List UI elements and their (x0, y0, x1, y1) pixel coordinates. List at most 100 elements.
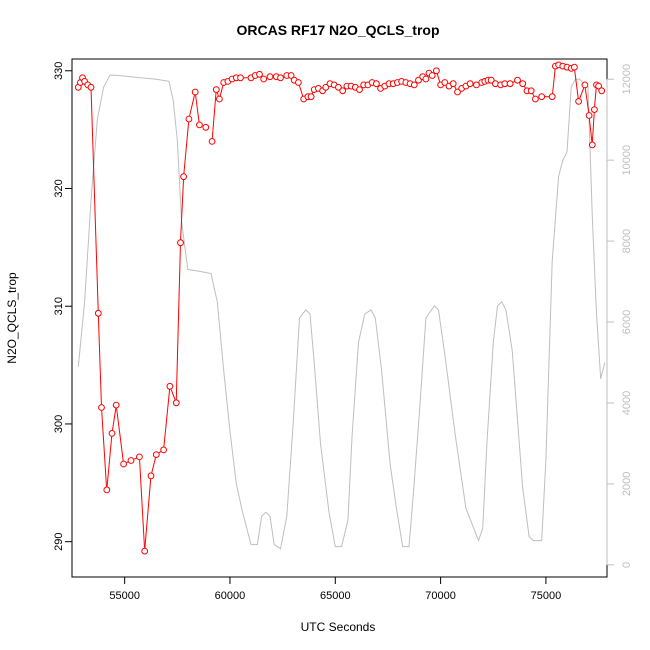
primary-series-segment (591, 112, 595, 142)
primary-series-segment (574, 70, 579, 99)
data-point (466, 80, 474, 88)
data-point (422, 75, 430, 83)
data-point (216, 95, 223, 103)
data-point (295, 79, 302, 86)
y-tick-label: 300 (53, 415, 65, 433)
primary-series-segment (106, 436, 113, 487)
data-point (185, 115, 193, 123)
primary-series-segment (552, 69, 556, 94)
secondary-series (77, 74, 606, 550)
primary-series-segment (594, 88, 597, 107)
primary-series-segment (133, 457, 137, 460)
data-point (287, 72, 295, 79)
plot-frame (71, 58, 608, 578)
primary-series-segment (454, 86, 457, 90)
data-point (519, 80, 527, 88)
y2-tick-label: 10000 (621, 145, 633, 176)
data-point (160, 446, 168, 454)
data-point (202, 123, 210, 131)
data-point (356, 86, 363, 93)
primary-series-segment (219, 85, 224, 97)
data-point (172, 399, 180, 407)
data-point (454, 88, 461, 96)
data-point (94, 309, 102, 317)
y2-tick-label: 8000 (621, 229, 633, 253)
y2-tick-label: 0 (621, 562, 633, 568)
data-point (527, 87, 535, 95)
primary-series-segment (180, 179, 184, 240)
data-point (322, 83, 330, 91)
data-point (120, 460, 127, 468)
y-axis-left: 290 300 310 320 330 (53, 62, 73, 551)
data-point (598, 87, 606, 95)
y2-tick-label: 4000 (621, 391, 633, 415)
data-point (208, 138, 216, 145)
data-point (103, 486, 111, 494)
x-tick-label: 60000 (215, 590, 246, 602)
data-point (196, 121, 203, 129)
data-point (266, 73, 274, 81)
primary-series-segment (151, 457, 156, 473)
data-point (136, 453, 143, 461)
data-point (487, 76, 495, 84)
primary-series-segment (116, 408, 124, 461)
data-point (180, 173, 188, 181)
y-tick-label: 290 (53, 533, 65, 551)
data-point (595, 82, 602, 90)
data-point (335, 83, 342, 91)
data-point (514, 76, 521, 84)
primary-series-segment (163, 389, 171, 447)
primary-series-segment (584, 88, 590, 113)
primary-series (74, 61, 606, 555)
data-point (152, 451, 160, 459)
data-point (212, 86, 220, 93)
primary-series-segment (101, 410, 107, 487)
primary-series-segment (532, 93, 535, 97)
primary-series-segment (112, 408, 117, 431)
data-point (147, 472, 155, 480)
data-point (588, 141, 596, 149)
primary-series-segment (175, 245, 181, 400)
data-point (433, 67, 440, 75)
data-point (538, 93, 546, 101)
primary-series-segment (211, 92, 217, 139)
data-point (581, 81, 589, 89)
primary-series-segment (170, 389, 176, 400)
data-point (98, 404, 105, 411)
x-axis-label: UTC Seconds (301, 620, 376, 634)
x-tick-label: 65000 (320, 590, 351, 602)
data-point (108, 430, 116, 437)
primary-series-segment (436, 73, 441, 82)
data-point (415, 76, 422, 84)
data-point (277, 74, 284, 82)
chart-title: ORCAS RF17 N2O_QCLS_trop (236, 22, 439, 38)
data-point (256, 70, 263, 78)
data-point (585, 112, 593, 119)
data-point (428, 72, 436, 79)
y-tick-label: 320 (53, 179, 65, 197)
secondary-series-line (77, 74, 606, 550)
data-point (166, 382, 174, 390)
primary-series-segment (523, 86, 526, 89)
data-point (441, 79, 449, 86)
data-point (410, 81, 418, 89)
data-point (127, 457, 135, 464)
primary-series-segment (311, 92, 314, 94)
data-point (191, 88, 199, 96)
data-point (112, 401, 120, 409)
data-point (575, 98, 582, 105)
data-point (548, 93, 556, 101)
data-point (141, 547, 149, 555)
data-point (532, 95, 539, 103)
data-point (591, 106, 598, 113)
primary-series-segment (512, 81, 515, 83)
primary-series-segment (90, 90, 99, 311)
data-point (87, 83, 95, 91)
primary-series-segment (579, 87, 585, 99)
primary-series-segment (216, 92, 219, 97)
primary-series-segment (144, 478, 152, 548)
y-axis-label: N2O_QCLS_trop (5, 272, 19, 364)
x-tick-label: 55000 (109, 590, 140, 602)
y-tick-label: 330 (53, 62, 65, 80)
primary-series-segment (158, 451, 162, 454)
